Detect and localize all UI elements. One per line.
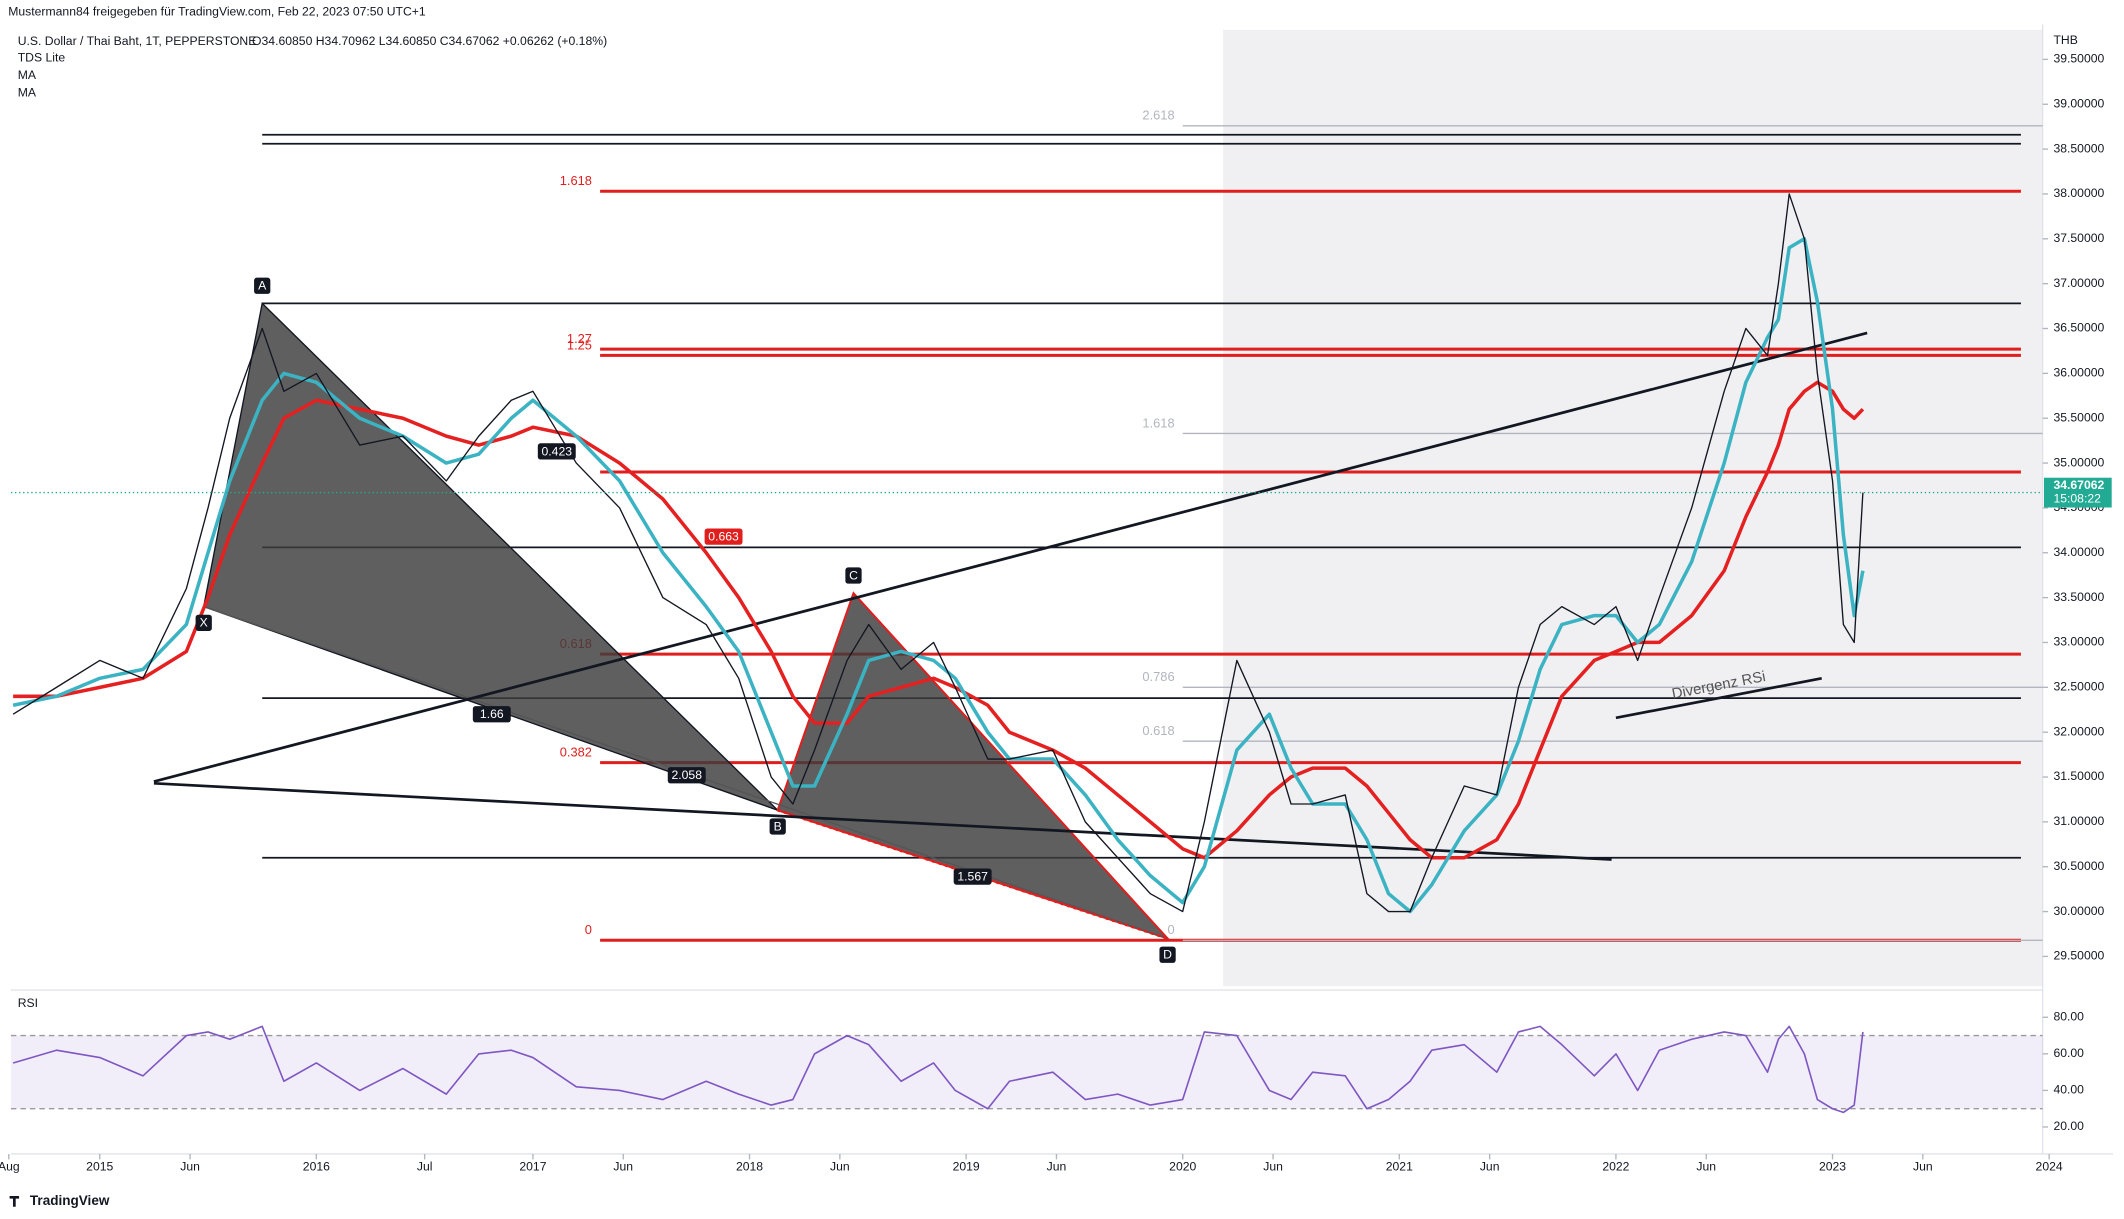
ratio-box	[472, 706, 511, 723]
ratio-label: 1.66	[480, 707, 504, 721]
fib-label: 1.618	[1142, 415, 1174, 430]
brand-logo	[9, 1195, 20, 1207]
fib-label: 0	[1167, 922, 1174, 937]
fib-label: 0.382	[560, 745, 592, 760]
fib-label: 0.786	[1142, 669, 1174, 684]
x-tick-label: 2016	[303, 1160, 330, 1174]
x-tick-label: Jun	[830, 1160, 850, 1174]
pattern-point-label: C	[849, 568, 858, 582]
rsi-label: RSI	[18, 996, 38, 1010]
ratio-box	[667, 767, 706, 784]
y-tick-label: 37.50000	[2053, 231, 2104, 245]
pattern-point-box	[195, 614, 212, 631]
pattern-point-box	[769, 818, 786, 835]
fib-label: 2.618	[1142, 108, 1174, 123]
pattern-point-box	[845, 567, 862, 584]
trend-line	[153, 331, 1868, 783]
trend-line	[1615, 677, 1822, 720]
fib-label: 1.27	[567, 331, 592, 346]
x-tick-label: Jun	[613, 1160, 633, 1174]
x-tick-label: Jun	[1696, 1160, 1716, 1174]
shaded-zone	[1223, 29, 2043, 987]
indicator-label: TDS Lite	[18, 50, 66, 64]
y-tick-label: 34.00000	[2053, 545, 2104, 559]
y-tick-label: 36.50000	[2053, 321, 2104, 335]
y-tick-label: 30.50000	[2053, 859, 2104, 873]
y-tick-label: 32.50000	[2053, 680, 2104, 694]
ohlc: O34.60850 H34.70962 L34.60850 C34.67062 …	[252, 34, 607, 48]
x-tick-label: 2023	[1819, 1160, 1846, 1174]
y-tick-label: 29.50000	[2053, 949, 2104, 963]
ratio-label: 0.423	[542, 444, 573, 458]
x-tick-label: Jun	[1913, 1160, 1933, 1174]
fib-label: 1.618	[560, 173, 592, 188]
x-tick-label: Jun	[1047, 1160, 1067, 1174]
rsi-y-tick-label: 40.00	[2053, 1083, 2084, 1097]
rsi-y-tick-label: 20.00	[2053, 1119, 2084, 1133]
y-tick-label: 33.00000	[2053, 635, 2104, 649]
pattern-point-label: X	[200, 616, 208, 630]
currency: THB	[2053, 33, 2077, 47]
last-price-box	[2043, 477, 2112, 508]
y-tick-label: 35.50000	[2053, 410, 2104, 424]
fib-label: 0	[585, 922, 592, 937]
pattern-point-label: D	[1163, 948, 1172, 962]
y-tick-label: 31.50000	[2053, 769, 2104, 783]
x-tick-label: Jun	[1480, 1160, 1500, 1174]
x-tick-label: 2015	[86, 1160, 113, 1174]
y-tick-label: 37.00000	[2053, 276, 2104, 290]
y-tick-label: 39.00000	[2053, 96, 2104, 110]
x-tick-label: 2019	[953, 1160, 980, 1174]
rsi-band	[10, 1035, 2043, 1109]
x-tick-label: 2021	[1386, 1160, 1413, 1174]
y-tick-label: 39.50000	[2053, 52, 2104, 66]
ratio-label: 1.567	[957, 869, 988, 883]
rsi-line	[12, 1025, 1864, 1114]
ratio-label: 0.663	[708, 530, 739, 544]
x-tick-label: Aug	[0, 1160, 20, 1174]
pattern-point-box	[1159, 946, 1176, 963]
pattern-point-label: A	[258, 279, 267, 293]
ratio-box	[704, 528, 743, 545]
moving-average	[13, 380, 1865, 860]
x-tick-label: Jun	[1263, 1160, 1283, 1174]
y-tick-label: 33.50000	[2053, 590, 2104, 604]
y-tick-label: 32.00000	[2053, 724, 2104, 738]
y-tick-label: 38.50000	[2053, 141, 2104, 155]
ratio-label: 2.058	[671, 768, 702, 782]
shared-by: Mustermann84 freigegeben für TradingView…	[8, 4, 426, 18]
last-price-label: 34.67062	[2053, 478, 2104, 492]
ratio-box	[537, 443, 576, 460]
countdown: 15:08:22	[2053, 492, 2101, 506]
y-tick-label: 35.00000	[2053, 455, 2104, 469]
y-tick-label: 36.00000	[2053, 366, 2104, 380]
x-tick-label: 2022	[1602, 1160, 1629, 1174]
rsi-y-tick-label: 80.00	[2053, 1009, 2084, 1023]
x-tick-label: Jul	[417, 1160, 433, 1174]
symbol-title: U.S. Dollar / Thai Baht, 1T, PEPPERSTONE	[18, 34, 257, 48]
x-tick-label: 2017	[519, 1160, 546, 1174]
brand: TradingView	[30, 1193, 110, 1208]
price-line	[12, 193, 1864, 913]
x-tick-label: 2024	[2036, 1160, 2063, 1174]
rsi-y-tick-label: 60.00	[2053, 1046, 2084, 1060]
y-tick-label: 31.00000	[2053, 814, 2104, 828]
fib-label: 1.25	[567, 337, 592, 352]
ma-label: MA	[18, 86, 37, 100]
x-tick-label: 2018	[736, 1160, 763, 1174]
pattern-point-box	[254, 277, 271, 294]
ma-label: MA	[18, 68, 37, 82]
pattern-point-label: B	[774, 819, 782, 833]
ratio-box	[953, 868, 992, 885]
y-tick-label: 30.00000	[2053, 904, 2104, 918]
y-tick-label: 38.00000	[2053, 186, 2104, 200]
fib-label: 0.618	[1142, 723, 1174, 738]
x-tick-label: 2020	[1169, 1160, 1196, 1174]
x-tick-label: Jun	[180, 1160, 200, 1174]
